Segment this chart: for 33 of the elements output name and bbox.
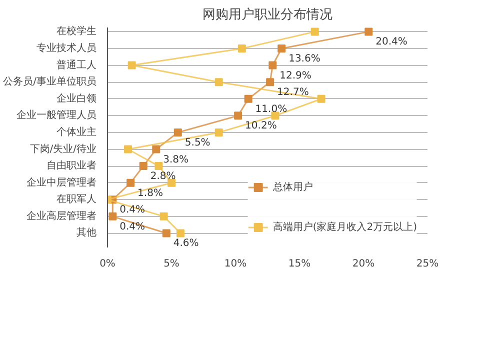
- data-label: 13.6%: [288, 53, 320, 64]
- y-tick-label: 企业中层管理者: [26, 176, 96, 188]
- legend-label: 总体用户: [272, 180, 313, 194]
- y-tick-label: 普通工人: [56, 58, 96, 71]
- legend-label: 高端用户(家庭月收入2万元以上): [272, 220, 417, 234]
- x-tick-label: 5%: [164, 258, 180, 270]
- data-label: 11.0%: [255, 104, 288, 115]
- data-label: 20.4%: [376, 36, 408, 48]
- data-label: 4.6%: [173, 238, 199, 250]
- y-tick-label: 其他: [76, 226, 96, 239]
- y-tick-label: 个体业主: [56, 126, 96, 138]
- x-tick-label: 0%: [100, 258, 116, 270]
- y-tick-label: 企业一般管理人员: [16, 109, 96, 122]
- data-label: 0.4%: [120, 204, 146, 216]
- y-tick-label: 自由职业者: [46, 160, 96, 172]
- y-tick-label: 下岗/失业/待业: [30, 142, 97, 155]
- y-tick-label: 企业白领: [56, 92, 96, 104]
- data-label: 5.5%: [184, 137, 210, 148]
- data-label: 0.4%: [120, 221, 146, 232]
- data-label: 3.8%: [163, 154, 189, 166]
- data-label: 1.8%: [138, 188, 163, 199]
- x-tick-label: 25%: [416, 258, 439, 270]
- y-tick-label: 专业技术人员: [36, 42, 96, 54]
- x-tick-label: 20%: [352, 258, 375, 270]
- x-tick-label: 10%: [224, 258, 247, 270]
- y-tick-label: 在校学生: [56, 25, 96, 38]
- y-tick-label: 企业高层管理者: [26, 210, 96, 222]
- data-label: 10.2%: [245, 120, 277, 132]
- y-tick-label: 在职军人: [56, 193, 96, 206]
- data-label: 12.9%: [280, 70, 312, 82]
- chart-title: 网购用户职业分布情况: [202, 8, 332, 22]
- y-tick-label: 公务员/事业单位职员: [3, 76, 97, 88]
- x-tick-label: 15%: [288, 258, 311, 270]
